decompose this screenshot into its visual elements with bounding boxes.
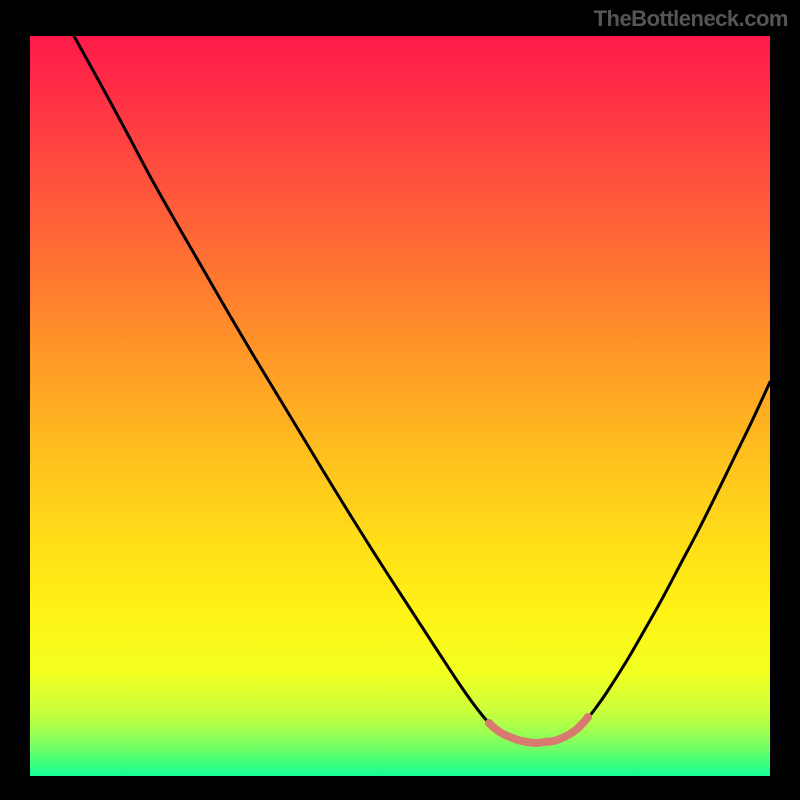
chart-background [30, 36, 770, 776]
plot-area [30, 36, 770, 776]
bottleneck-curve-chart [30, 36, 770, 776]
attribution-text: TheBottleneck.com [594, 6, 788, 32]
chart-container: TheBottleneck.com [0, 0, 800, 800]
